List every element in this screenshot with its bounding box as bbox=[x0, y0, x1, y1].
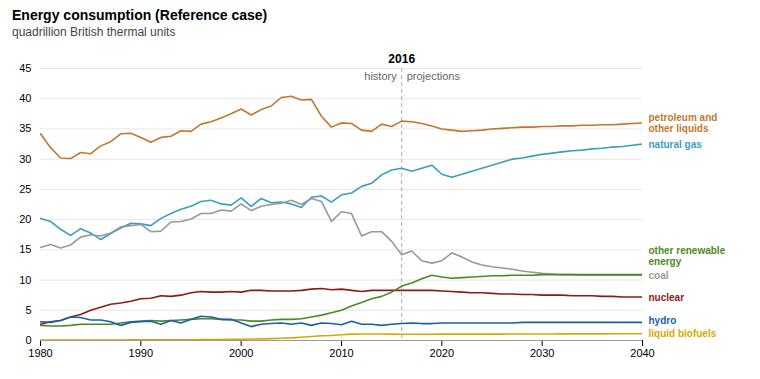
svg-text:2010: 2010 bbox=[329, 347, 353, 359]
svg-text:40: 40 bbox=[19, 92, 31, 104]
svg-text:35: 35 bbox=[19, 122, 31, 134]
svg-text:15: 15 bbox=[19, 243, 31, 255]
svg-text:history: history bbox=[364, 70, 397, 82]
svg-text:30: 30 bbox=[19, 153, 31, 165]
svg-text:45: 45 bbox=[19, 62, 31, 74]
svg-text:petroleum andother liquids: petroleum andother liquids bbox=[649, 112, 718, 135]
svg-text:natural gas: natural gas bbox=[649, 139, 703, 150]
html-text:quadrillion British thermal un: quadrillion British thermal units bbox=[12, 25, 176, 39]
svg-text:projections: projections bbox=[407, 70, 461, 82]
svg-text:25: 25 bbox=[19, 183, 31, 195]
svg-text:1990: 1990 bbox=[129, 347, 153, 359]
svg-text:hydro: hydro bbox=[649, 315, 677, 326]
svg-text:2040: 2040 bbox=[630, 347, 654, 359]
svg-text:5: 5 bbox=[25, 304, 31, 316]
svg-text:20: 20 bbox=[19, 213, 31, 225]
svg-text:2030: 2030 bbox=[530, 347, 554, 359]
svg-text:1980: 1980 bbox=[28, 347, 52, 359]
svg-text:coal: coal bbox=[649, 270, 669, 281]
svg-text:0: 0 bbox=[25, 334, 31, 346]
svg-text:other renewableenergy: other renewableenergy bbox=[649, 245, 726, 268]
html-text:Energy consumption (Reference: Energy consumption (Reference case) bbox=[12, 7, 268, 23]
svg-text:2020: 2020 bbox=[430, 347, 454, 359]
svg-text:nuclear: nuclear bbox=[649, 292, 685, 303]
svg-text:2000: 2000 bbox=[229, 347, 253, 359]
svg-text:liquid biofuels: liquid biofuels bbox=[649, 328, 717, 339]
svg-text:10: 10 bbox=[19, 274, 31, 286]
svg-text:2016: 2016 bbox=[388, 52, 415, 66]
